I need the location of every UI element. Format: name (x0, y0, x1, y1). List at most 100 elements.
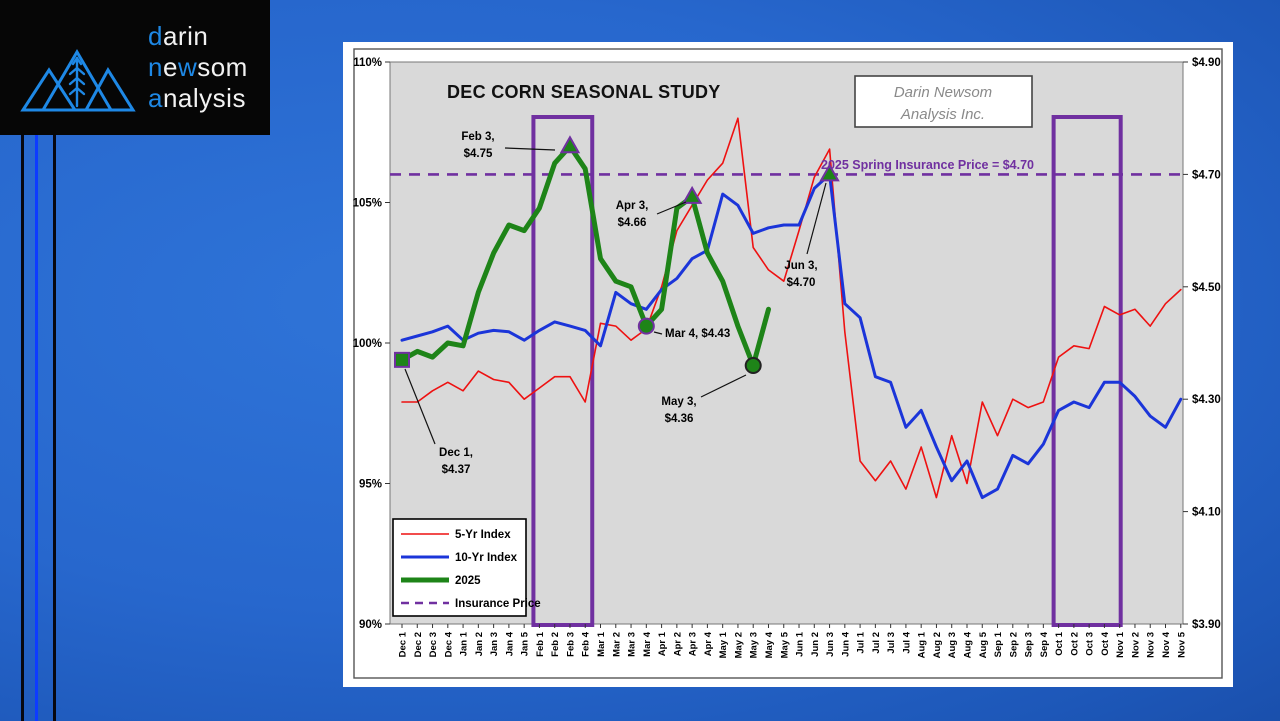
x-tick-label: Nov 2 (1130, 632, 1141, 658)
y-right-tick-label: $4.70 (1192, 169, 1221, 181)
annotation-label: $4.37 (442, 464, 471, 476)
y-axis-left: 110% 105% 100% 95% 90% (353, 57, 390, 631)
x-tick-label: Aug 3 (947, 632, 958, 658)
x-tick-label: Sep 3 (1024, 632, 1035, 657)
y-left-tick-label: 95% (359, 479, 382, 491)
watermark-text: Analysis Inc. (900, 106, 985, 123)
wheat-stalk-icon (68, 56, 86, 107)
x-tick-label: Sep 1 (993, 631, 1004, 657)
y-right-tick-label: $4.90 (1192, 57, 1221, 69)
x-tick-label: Aug 1 (917, 631, 928, 658)
chart-frame (353, 48, 1223, 679)
x-tick-label: May 3 (749, 632, 760, 658)
seasonal-study-chart: 110%105%100%95%90%$4.90$4.70$4.50$4.30$4… (353, 48, 1223, 679)
x-tick-label: Jun 3 (825, 632, 836, 657)
annotation-leader (404, 368, 436, 445)
x-tick-label: Mar 2 (611, 632, 622, 657)
x-tick-label: Feb 2 (550, 632, 561, 657)
annotation-label: Feb 3, (461, 131, 494, 143)
annotation-label: Mar 4, $4.43 (665, 328, 730, 340)
marker-triangle-Feb 3 (559, 135, 581, 154)
series-5yr-index (401, 117, 1182, 499)
series-2025 (399, 143, 771, 368)
watermark-box (854, 75, 1033, 128)
dna-mountains-icon (20, 48, 136, 111)
watermark-text: Darin Newsom (894, 84, 992, 101)
accent-line-black-left (21, 135, 24, 721)
annotation-leader (504, 147, 556, 151)
x-tick-label: Feb 4 (581, 631, 592, 657)
x-tick-label: Feb 1 (535, 631, 546, 657)
x-tick-label: May 2 (733, 632, 744, 658)
x-tick-label: Dec 3 (428, 632, 439, 657)
annotation-leader (806, 182, 827, 255)
x-tick-label: Dec 4 (443, 631, 454, 657)
marker-circle-Mar 4 (637, 317, 655, 335)
x-tick-label: Feb 3 (565, 632, 576, 657)
accent-line-blue (35, 135, 38, 721)
annotation-label: $4.75 (464, 148, 493, 160)
logo-word-newsom: newsom (148, 52, 248, 83)
legend-label: 2025 (455, 575, 481, 587)
x-tick-label: Dec 2 (413, 632, 424, 657)
marker-circle-May 3 (744, 356, 762, 374)
annotation-leader (656, 201, 687, 215)
x-tick-label: Oct 4 (1100, 631, 1111, 655)
marker-triangle-Apr 3 (681, 185, 703, 204)
marker-triangle-Jun 3 (819, 163, 840, 182)
x-tick-label: Jan 4 (504, 631, 515, 656)
x-tick-label: Apr 4 (703, 631, 714, 656)
logo-letter-segment: arin (162, 21, 209, 51)
legend-label: 5-Yr Index (455, 529, 511, 541)
x-tick-label: Jul 2 (871, 632, 882, 654)
logo-letter-segment: nalysis (162, 83, 246, 113)
x-tick-label: Sep 2 (1008, 632, 1019, 657)
y-right-tick-label: $4.30 (1192, 394, 1221, 406)
x-tick-label: May 5 (779, 631, 790, 658)
x-tick-label: May 4 (764, 631, 775, 658)
y-left-tick-label: 105% (353, 198, 382, 210)
annotation-label: May 3, (661, 396, 696, 408)
x-tick-label: Jun 1 (795, 631, 806, 657)
x-tick-label: Aug 2 (932, 632, 943, 658)
annotation-label: Dec 1, (439, 447, 473, 459)
x-tick-label: Sep 4 (1039, 631, 1050, 657)
logo-word-analysis: analysis (148, 83, 248, 114)
logo-letter-segment: a (148, 83, 163, 113)
logo-letter-segment: n (148, 52, 163, 82)
x-tick-label: Nov 3 (1146, 632, 1157, 658)
dna-logo: darin newsom analysis (0, 0, 270, 135)
accent-line-black-right (53, 135, 56, 721)
x-tick-label: Mar 1 (596, 631, 607, 657)
y-left-tick-label: 90% (359, 619, 382, 631)
x-tick-label: Apr 1 (657, 631, 668, 656)
y-right-tick-label: $4.50 (1192, 282, 1221, 294)
x-tick-label: Dec 1 (398, 631, 409, 657)
series-10yr-index (400, 172, 1183, 500)
annotation-label: $4.66 (618, 217, 647, 229)
x-tick-label: Nov 4 (1161, 631, 1172, 658)
annotation-label: Jun 3, (784, 260, 817, 272)
x-tick-label: Aug 5 (978, 631, 989, 658)
chart-panel: 110% 105% 100% 95% 90% $4.90 $4.70 $4.50 $4.30 $4… (343, 42, 1233, 687)
x-tick-label: Jan 5 (520, 631, 531, 656)
x-tick-label: Oct 2 (1069, 632, 1080, 656)
x-tick-label: Apr 2 (672, 632, 683, 656)
logo-letter-segment: w (177, 52, 198, 82)
annotation-label: $4.36 (665, 413, 694, 425)
legend-box (392, 518, 527, 617)
annotation-label: Apr 3, (616, 200, 649, 212)
x-tick-label: Jul 4 (901, 631, 912, 653)
y-axis-right: $4.90 $4.70 $4.50 $4.30 $4.10 $3.90 (1183, 57, 1221, 631)
logo-word-darin: darin (148, 21, 248, 52)
marker-square-Dec 1 (394, 351, 410, 368)
highlight-period-box-0 (531, 115, 595, 627)
x-tick-label: Jul 1 (856, 631, 867, 653)
logo-letter-segment: som (197, 52, 248, 82)
y-left-tick-label: 110% (353, 57, 382, 69)
legend-label: Insurance Price (455, 598, 541, 610)
chart-title: DEC CORN SEASONAL STUDY (447, 82, 721, 102)
x-tick-label: Oct 1 (1054, 631, 1065, 655)
x-tick-label: May 1 (718, 631, 729, 658)
